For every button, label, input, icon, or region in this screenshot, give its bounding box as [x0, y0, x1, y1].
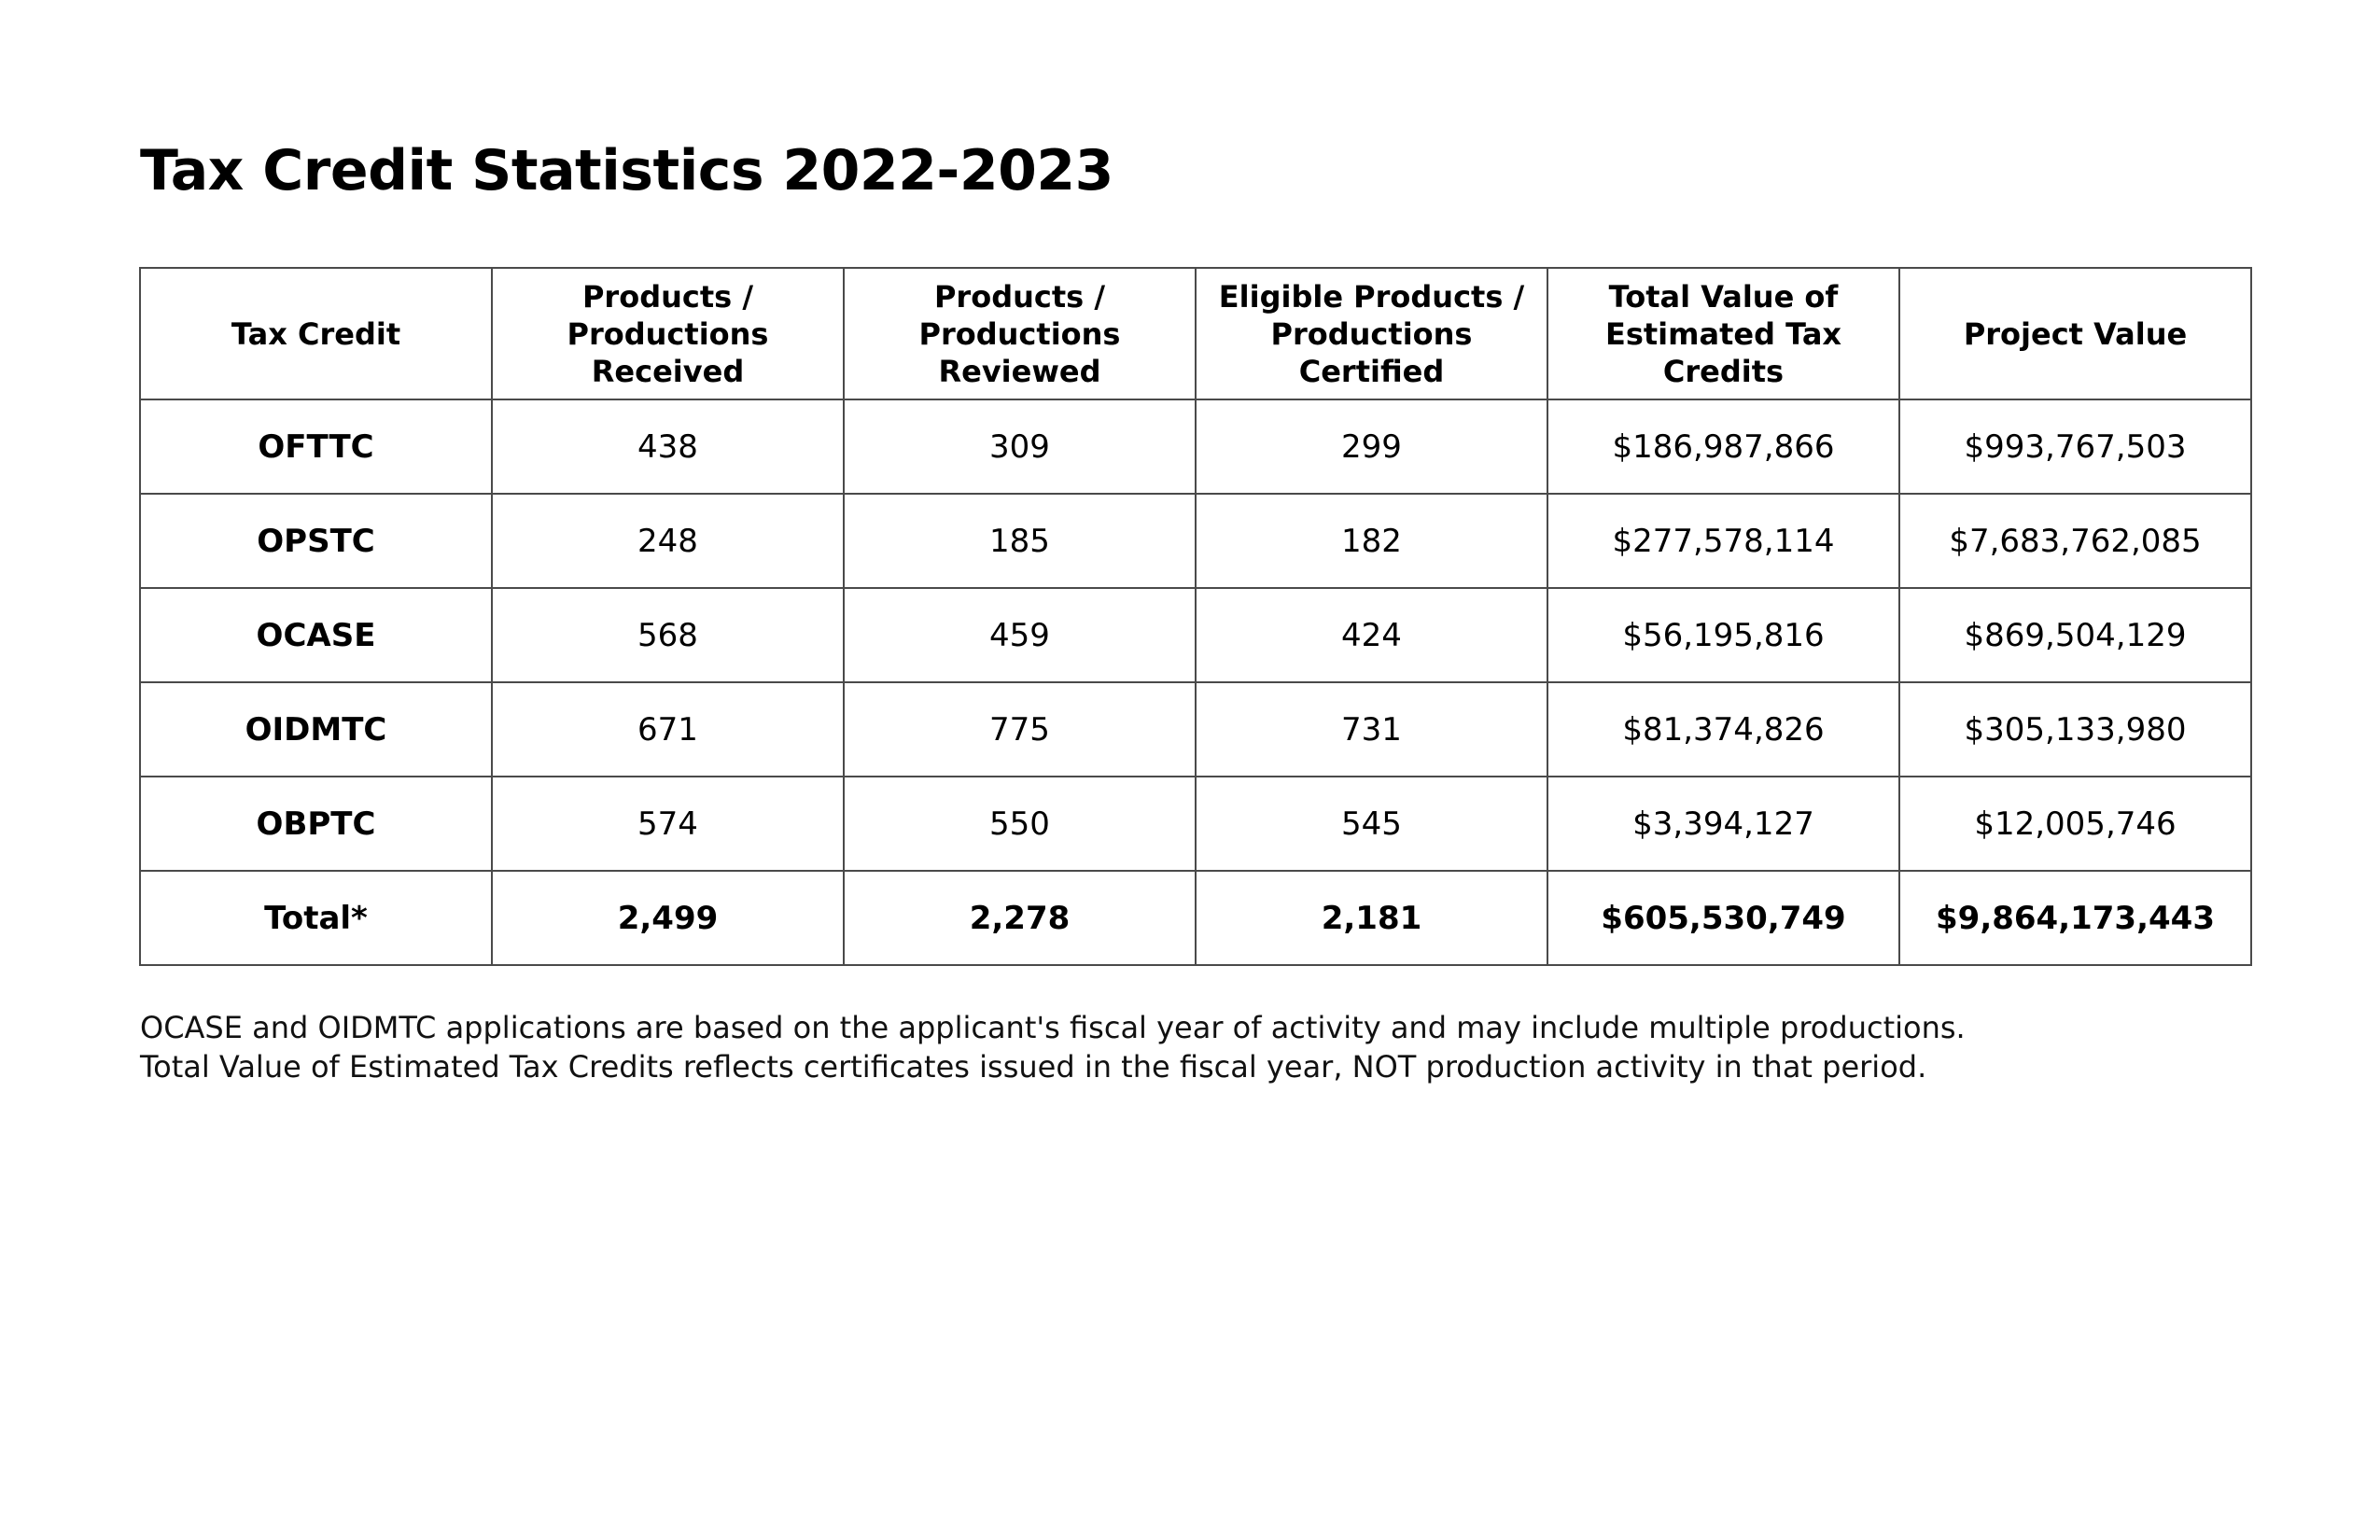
cell-reviewed: 775: [843, 681, 1197, 777]
cell-certified: 424: [1195, 587, 1548, 683]
table-row: OBPTC 574 550 545 $3,394,127 $12,005,746: [139, 776, 2252, 872]
cell-project-value: $993,767,503: [1898, 399, 2252, 495]
total-project-value: $9,864,173,443: [1898, 870, 2252, 966]
cell-certified: 731: [1195, 681, 1548, 777]
row-label: OCASE: [139, 587, 493, 683]
row-label: OFTTC: [139, 399, 493, 495]
cell-project-value: $305,133,980: [1898, 681, 2252, 777]
cell-reviewed: 459: [843, 587, 1197, 683]
cell-estimated-value: $56,195,816: [1547, 587, 1900, 683]
header-certified: Eligible Products / Productions Certifie…: [1195, 267, 1548, 400]
table-row: OFTTC 438 309 299 $186,987,866 $993,767,…: [139, 399, 2252, 495]
cell-received: 568: [491, 587, 845, 683]
cell-project-value: $7,683,762,085: [1898, 493, 2252, 589]
tax-credit-table: Tax Credit Products / Productions Receiv…: [139, 267, 2252, 966]
row-label: OPSTC: [139, 493, 493, 589]
cell-certified: 545: [1195, 776, 1548, 872]
header-project-value: Project Value: [1898, 267, 2252, 400]
table-row: OPSTC 248 185 182 $277,578,114 $7,683,76…: [139, 493, 2252, 589]
footnote: Total Value of Estimated Tax Credits ref…: [140, 1049, 1927, 1085]
cell-project-value: $12,005,746: [1898, 776, 2252, 872]
total-label: Total*: [139, 870, 493, 966]
cell-reviewed: 550: [843, 776, 1197, 872]
cell-reviewed: 185: [843, 493, 1197, 589]
cell-project-value: $869,504,129: [1898, 587, 2252, 683]
row-label: OBPTC: [139, 776, 493, 872]
total-received: 2,499: [491, 870, 845, 966]
cell-certified: 182: [1195, 493, 1548, 589]
cell-estimated-value: $277,578,114: [1547, 493, 1900, 589]
total-reviewed: 2,278: [843, 870, 1197, 966]
cell-estimated-value: $3,394,127: [1547, 776, 1900, 872]
header-received: Products / Productions Received: [491, 267, 845, 400]
table-row: OCASE 568 459 424 $56,195,816 $869,504,1…: [139, 587, 2252, 683]
row-label: OIDMTC: [139, 681, 493, 777]
cell-estimated-value: $81,374,826: [1547, 681, 1900, 777]
table-header-row: Tax Credit Products / Productions Receiv…: [139, 267, 2252, 400]
cell-certified: 299: [1195, 399, 1548, 495]
header-estimated-value: Total Value of Estimated Tax Credits: [1547, 267, 1900, 400]
header-tax-credit: Tax Credit: [139, 267, 493, 400]
cell-received: 248: [491, 493, 845, 589]
header-reviewed: Products / Productions Reviewed: [843, 267, 1197, 400]
cell-reviewed: 309: [843, 399, 1197, 495]
table-row: OIDMTC 671 775 731 $81,374,826 $305,133,…: [139, 681, 2252, 777]
cell-received: 671: [491, 681, 845, 777]
footnotes: OCASE and OIDMTC applications are based …: [140, 1008, 2240, 1086]
footnote: OCASE and OIDMTC applications are based …: [140, 1010, 1966, 1045]
cell-received: 574: [491, 776, 845, 872]
cell-received: 438: [491, 399, 845, 495]
table-total-row: Total* 2,499 2,278 2,181 $605,530,749 $9…: [139, 870, 2252, 966]
total-estimated-value: $605,530,749: [1547, 870, 1900, 966]
cell-estimated-value: $186,987,866: [1547, 399, 1900, 495]
page-title: Tax Credit Statistics 2022-2023: [140, 138, 1113, 203]
total-certified: 2,181: [1195, 870, 1548, 966]
